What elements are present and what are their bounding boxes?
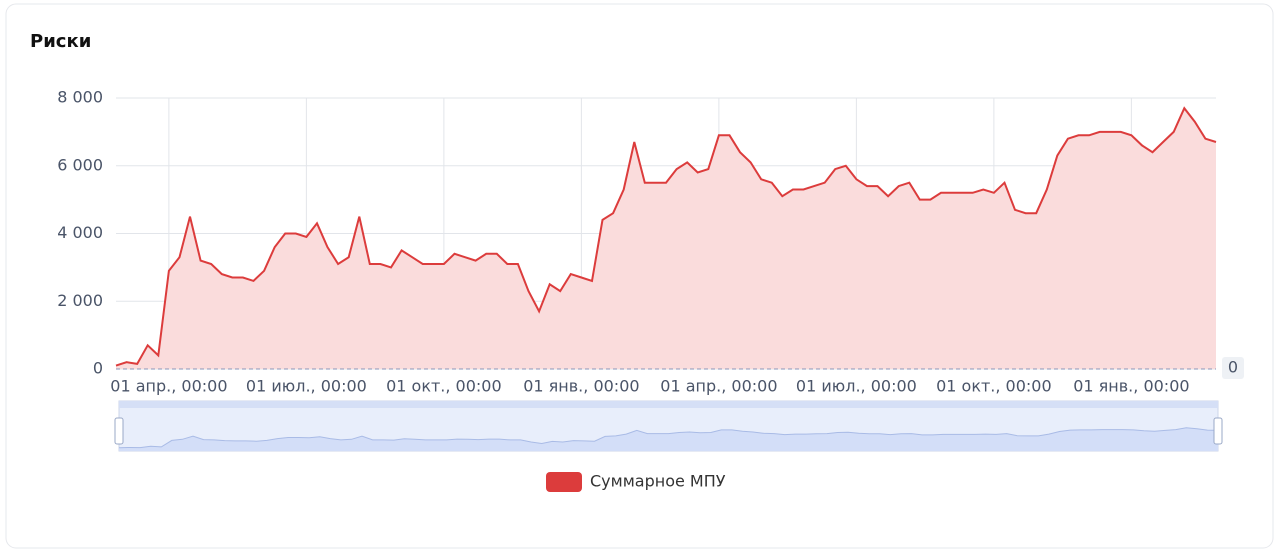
- y-tick-label: 8 000: [57, 88, 103, 107]
- zoom-selection: [119, 401, 1218, 408]
- x-tick-label: 01 апр., 00:00: [660, 377, 777, 396]
- zoom-handle[interactable]: [1213, 417, 1223, 445]
- x-tick-label: 01 янв., 00:00: [1073, 377, 1189, 396]
- zoom-slider[interactable]: [114, 400, 1223, 452]
- legend: Суммарное МПУ: [546, 472, 726, 492]
- chart-title: Риски: [30, 31, 91, 52]
- legend-label: Суммарное МПУ: [590, 472, 726, 491]
- x-tick-label: 01 июл., 00:00: [796, 377, 917, 396]
- grid: 0 2 000 4 000 6 000 8 000 01 апр., 00:00 01 ию…: [57, 88, 1216, 396]
- x-tick-label: 01 апр., 00:00: [110, 377, 227, 396]
- y-tick-label: 0: [93, 359, 103, 378]
- legend-swatch: [546, 472, 582, 492]
- x-tick-label: 01 июл., 00:00: [246, 377, 367, 396]
- x-tick-label: 01 янв., 00:00: [523, 377, 639, 396]
- y-tick-label: 4 000: [57, 223, 103, 242]
- zoom-handle[interactable]: [114, 417, 124, 445]
- y-tick-label: 2 000: [57, 291, 103, 310]
- axis-pointer-label: 0: [1228, 358, 1238, 377]
- y-tick-label: 6 000: [57, 155, 103, 174]
- x-tick-label: 01 окт., 00:00: [936, 377, 1052, 396]
- zoom-line: [118, 427, 1219, 449]
- x-tick-label: 01 окт., 00:00: [386, 377, 502, 396]
- area: [116, 108, 1216, 369]
- axis-pointer-box: [1222, 357, 1244, 379]
- plot: 0: [115, 106, 1244, 379]
- zoom-area: [119, 427, 1218, 451]
- line: [115, 106, 1217, 367]
